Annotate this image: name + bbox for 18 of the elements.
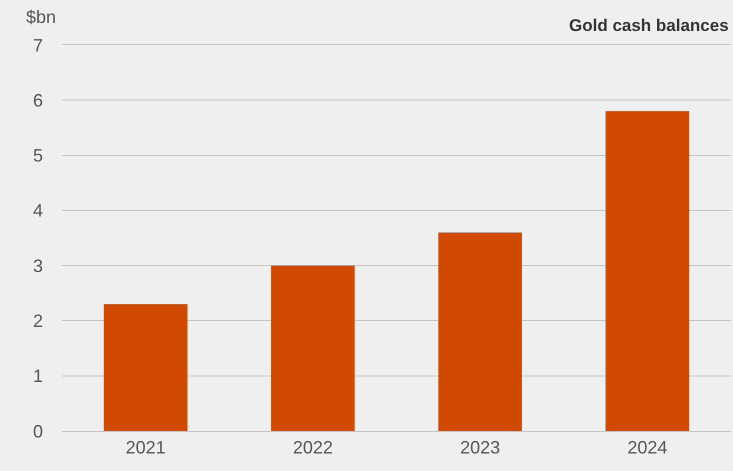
y-tick-label: 3 xyxy=(32,256,43,276)
bar xyxy=(271,266,355,431)
y-tick-label: 7 xyxy=(32,35,43,56)
x-tick-label: 2021 xyxy=(126,438,166,458)
y-tick-label: 5 xyxy=(32,146,43,166)
y-axis-title: $bn xyxy=(26,7,56,27)
y-tick-label: 2 xyxy=(32,311,43,332)
bar xyxy=(104,304,188,431)
y-tick-label: 6 xyxy=(32,90,43,110)
bar xyxy=(606,111,690,431)
x-tick-label: 2024 xyxy=(627,438,668,458)
x-tick-label: 2022 xyxy=(292,438,333,458)
chart-title: Gold cash balances xyxy=(569,16,729,35)
bar xyxy=(438,232,522,431)
y-tick-label: 1 xyxy=(32,366,43,386)
y-tick-label: 4 xyxy=(32,200,43,221)
y-tick-label: 0 xyxy=(32,421,43,442)
x-tick-label: 2023 xyxy=(460,438,500,458)
